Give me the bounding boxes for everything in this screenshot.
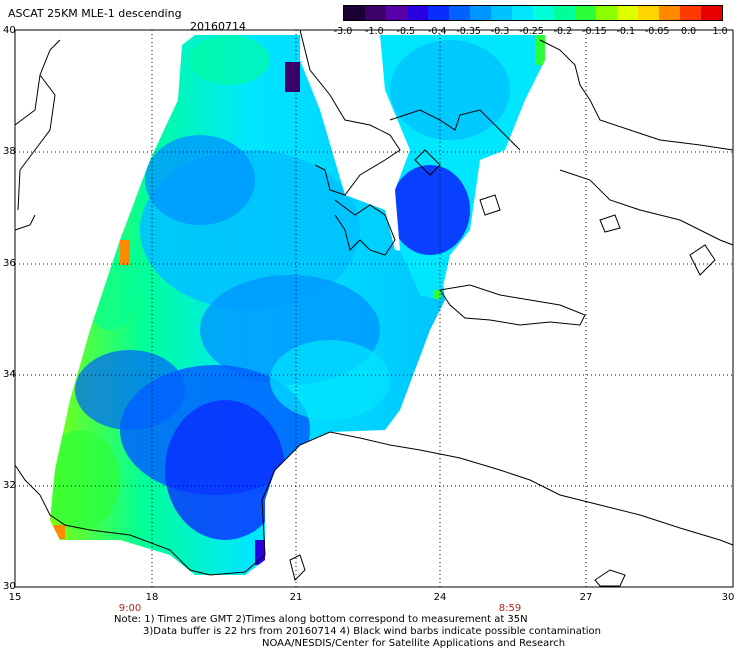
colorbar-label: -0.35 [456,26,481,37]
colorbar-label: -0.25 [519,26,544,37]
colorbar-label: -0.4 [427,26,447,37]
colorbar-segment [491,6,512,20]
colorbar [343,5,723,21]
colorbar-segment [617,6,638,20]
colorbar-label: -0.2 [553,26,573,37]
colorbar-label: -0.15 [582,26,607,37]
note-line-1: Note: 1) Times are GMT 2)Times along bot… [114,614,528,625]
colorbar-label: -3.0 [333,26,353,37]
colorbar-label: -0.3 [490,26,510,37]
lon-label-21: 21 [289,592,303,603]
note-line-2: 3)Data buffer is 22 hrs from 20160714 4)… [143,626,601,637]
colorbar-label: -1.0 [365,26,384,37]
colorbar-label: 0.0 [681,26,697,37]
lon-label-27: 27 [579,592,593,603]
colorbar-segment [575,6,596,20]
colorbar-segment [596,6,617,20]
time-label-east: 8:59 [498,603,522,614]
colorbar-label: -0.05 [644,26,670,37]
time-label-west: 9:00 [118,603,142,614]
lon-label-18: 18 [145,592,159,603]
colorbar-segment [386,6,407,20]
lon-label-30: 30 [721,592,735,603]
lon-label-24: 24 [433,592,447,603]
lon-label-15: 15 [8,592,22,603]
lat-label-40: 40 [3,25,16,36]
colorbar-segment [365,6,386,20]
colorbar-segment [512,6,533,20]
colorbar-label: -0.1 [616,26,636,37]
lat-label-30: 30 [3,581,16,592]
colorbar-label: -0.5 [396,26,416,37]
map-date: 20160714 [190,20,246,33]
lat-label-38: 38 [3,146,16,157]
colorbar-segment [470,6,491,20]
colorbar-segment [533,6,554,20]
colorbar-label: 1.0 [712,26,728,37]
lat-label-34: 34 [3,369,16,380]
colorbar-segment [638,6,659,20]
colorbar-segment [659,6,680,20]
lat-label-32: 32 [3,480,16,491]
colorbar-segment [680,6,701,20]
colorbar-segment [554,6,575,20]
colorbar-segment [344,6,365,20]
colorbar-segment [428,6,449,20]
map-title: ASCAT 25KM MLE-1 descending [8,7,182,20]
colorbar-segment [449,6,470,20]
note-line-3: NOAA/NESDIS/Center for Satellite Applica… [262,638,566,649]
colorbar-segment [407,6,428,20]
lat-label-36: 36 [3,258,16,269]
colorbar-segment [701,6,722,20]
